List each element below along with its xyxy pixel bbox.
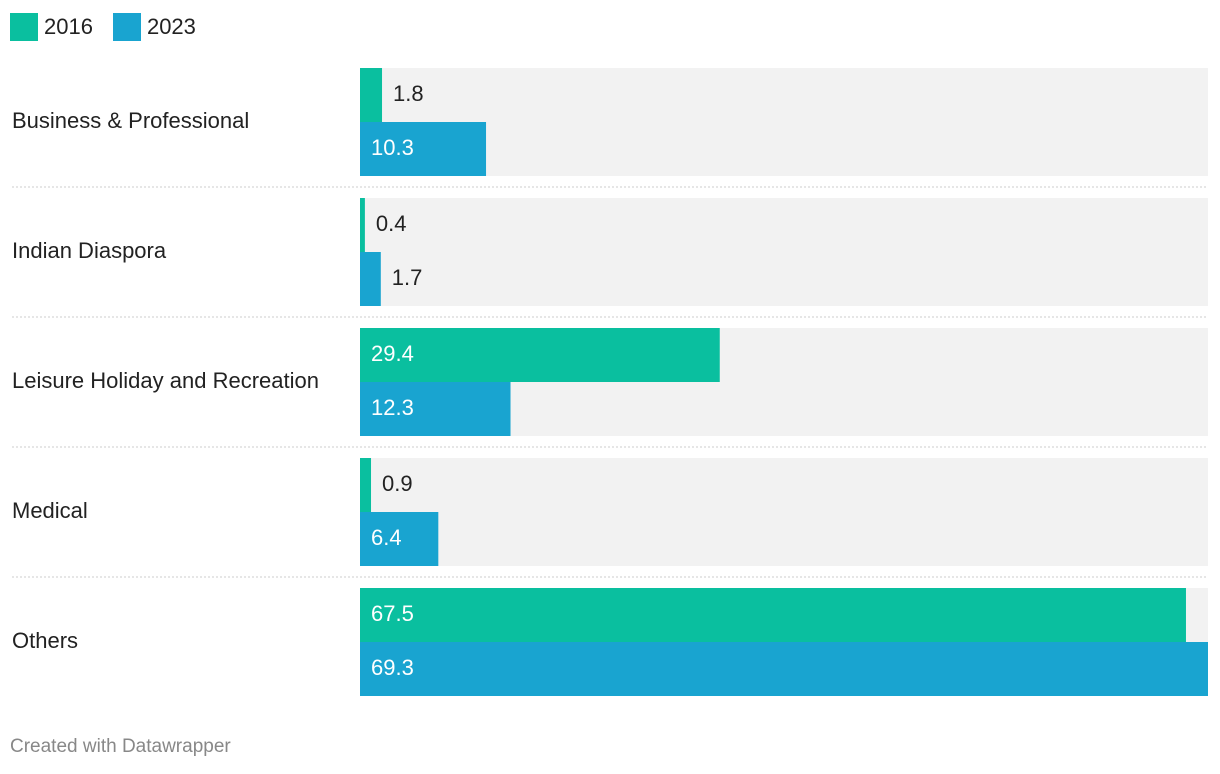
bar-2016 (360, 328, 720, 382)
value-label: 67.5 (371, 601, 414, 626)
value-label: 29.4 (371, 341, 414, 366)
value-label: 10.3 (371, 135, 414, 160)
value-label: 12.3 (371, 395, 414, 420)
value-label: 0.4 (376, 211, 407, 236)
bar-2023 (360, 382, 511, 436)
legend-swatch (10, 13, 38, 41)
legend-item-2016: 2016 (10, 13, 93, 41)
value-label: 69.3 (371, 655, 414, 680)
bar-2016 (360, 458, 372, 512)
category-label: Others (12, 628, 78, 653)
bar-track (360, 198, 1208, 306)
bar-2016 (360, 68, 383, 122)
category-label: Leisure Holiday and Recreation (12, 368, 319, 393)
category-label: Business & Professional (12, 108, 249, 133)
value-label: 1.7 (392, 265, 423, 290)
bar-2016 (360, 588, 1186, 642)
legend-label: 2023 (146, 14, 196, 39)
footer-credit: Created with Datawrapper (10, 736, 231, 757)
legend-item-2023: 2023 (112, 13, 196, 41)
value-label: 1.8 (393, 81, 424, 106)
legend-swatch (112, 13, 141, 41)
legend-label: 2016 (44, 14, 93, 39)
category-label: Indian Diaspora (12, 238, 167, 263)
bar-track (360, 68, 1208, 176)
bar-2023 (360, 512, 439, 566)
value-label: 0.9 (382, 471, 413, 496)
bar-track (360, 458, 1208, 566)
bar-2023 (360, 122, 487, 176)
bar-2016 (360, 198, 365, 252)
legend: 2016 2023 (10, 12, 216, 42)
category-label: Medical (12, 498, 88, 523)
bar-2023 (360, 642, 1208, 696)
bar-2023 (360, 252, 381, 306)
value-label: 6.4 (371, 525, 402, 550)
